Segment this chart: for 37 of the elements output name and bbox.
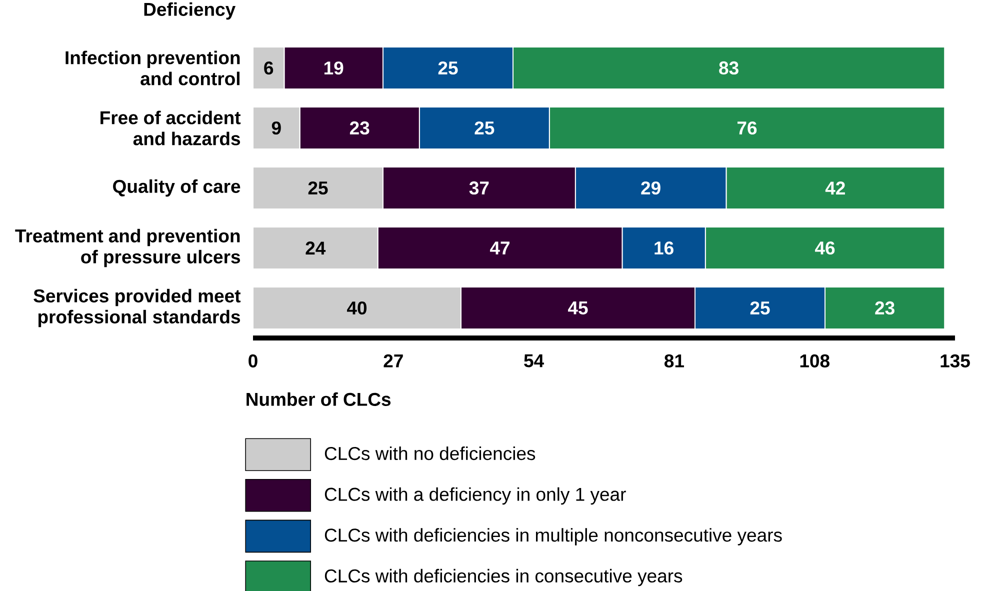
x-tick-label: 135 xyxy=(940,354,970,368)
data-label: 25 xyxy=(750,301,770,315)
data-label: 37 xyxy=(469,181,489,195)
x-tick-label: 0 xyxy=(248,354,258,368)
data-label: 42 xyxy=(825,182,845,194)
x-tick-label: 27 xyxy=(384,354,403,368)
y-tick-label: Services provided meet professional standards xyxy=(34,288,241,328)
data-label: 76 xyxy=(738,121,757,135)
data-label: 16 xyxy=(654,241,674,255)
data-label: 23 xyxy=(350,121,370,135)
legend-label: CLCs with deficiencies in consecutive years xyxy=(324,568,682,586)
data-label: 25 xyxy=(308,181,328,195)
data-label: 45 xyxy=(568,302,588,314)
legend-label: CLCs with deficiencies in multiple nonconsecutive years xyxy=(324,528,782,546)
data-label: 6 xyxy=(264,61,274,75)
data-label: 40 xyxy=(346,301,367,315)
data-label: 25 xyxy=(474,121,494,135)
data-label: 47 xyxy=(490,242,510,254)
data-label: 23 xyxy=(875,301,894,315)
data-label: 19 xyxy=(324,61,344,75)
data-label: 83 xyxy=(719,61,738,75)
y-tick-label: Infection prevention and control xyxy=(66,50,240,86)
x-tick-label: 81 xyxy=(664,354,684,368)
x-tick-label: 54 xyxy=(524,354,544,368)
data-label: 29 xyxy=(641,181,660,195)
x-tick-label: 108 xyxy=(800,354,830,368)
data-label: 24 xyxy=(306,242,326,254)
data-label: 9 xyxy=(272,121,281,135)
y-tick-label: Free of accident and hazards xyxy=(100,110,241,146)
y-axis-title: Deficiency xyxy=(144,2,236,20)
y-tick-label: Treatment and prevention of pressure ulcers xyxy=(15,228,240,268)
data-label: 46 xyxy=(815,241,835,255)
legend-label: CLCs with no deficiencies xyxy=(324,446,536,460)
data-label: 25 xyxy=(438,61,458,75)
y-tick-label: Quality of care xyxy=(113,179,240,197)
x-axis-title: Number of CLCs xyxy=(246,392,391,406)
legend-label: CLCs with a deficiency in only 1 year xyxy=(324,487,626,505)
